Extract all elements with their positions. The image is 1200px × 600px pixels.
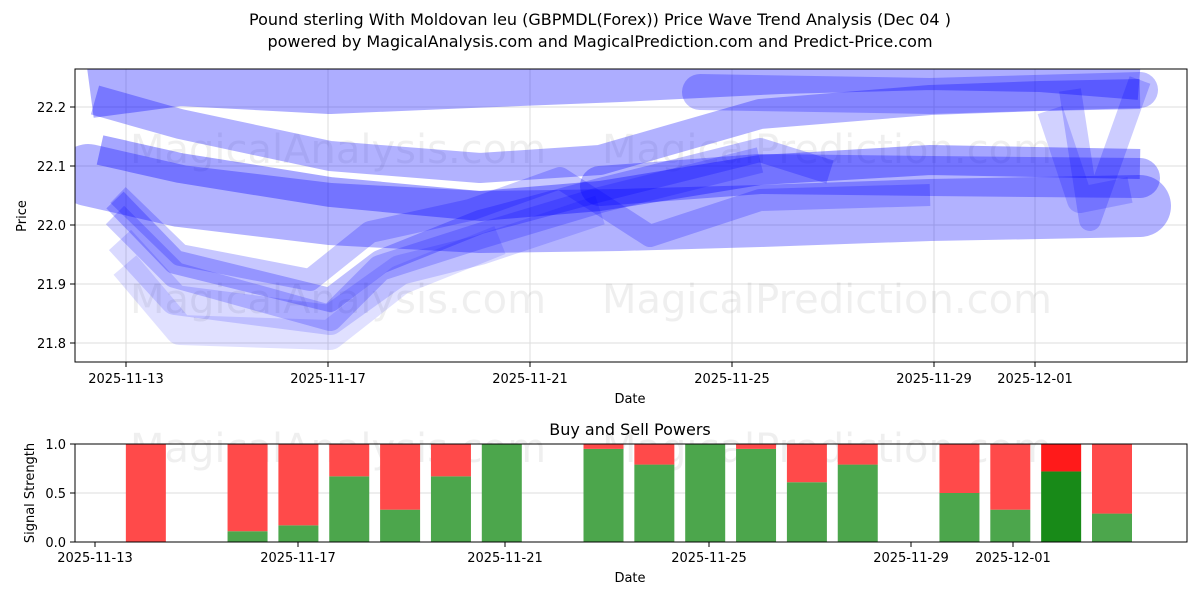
signal-x-axis: 2025-11-13 2025-11-17 2025-11-21 2025-11… <box>57 542 1051 586</box>
y-tick-label: 21.8 <box>37 337 66 352</box>
sell-bar <box>736 444 777 449</box>
buy-bar <box>786 482 827 542</box>
buy-bar <box>685 444 726 542</box>
sell-bar <box>227 444 268 532</box>
sell-bar <box>634 444 675 465</box>
buy-bar <box>227 531 268 542</box>
price-y-axis: 22.2 22.1 22.0 21.9 21.8 Price <box>15 101 75 352</box>
watermark: MagicalAnalysis.com <box>130 127 546 173</box>
x-tick-label: 2025-11-25 <box>694 372 770 387</box>
chart-title: Pound sterling With Moldovan leu (GBPMDL… <box>249 10 951 29</box>
wave-bands <box>75 69 1171 350</box>
y-axis-label: Price <box>15 200 30 232</box>
price-axes-frame <box>74 68 1188 363</box>
sell-bar <box>786 444 827 483</box>
x-tick-label: 2025-11-13 <box>57 551 133 566</box>
buy-bar <box>583 448 624 542</box>
sell-bar <box>1092 444 1132 514</box>
x-tick-label: 2025-11-21 <box>492 372 568 387</box>
sell-bar <box>125 444 166 542</box>
x-tick-label: 2025-11-17 <box>290 372 366 387</box>
x-tick-label: 2025-11-21 <box>467 551 543 566</box>
sell-bar <box>380 444 421 510</box>
watermark: MagicalPrediction.com <box>602 277 1052 323</box>
x-tick-label: 2025-11-29 <box>896 372 972 387</box>
buy-bar <box>939 493 980 542</box>
buy-sell-bars <box>125 444 1132 542</box>
watermark: MagicalAnalysis.com <box>130 277 546 323</box>
x-tick-label: 2025-12-01 <box>997 372 1073 387</box>
buy-bar <box>990 509 1031 542</box>
x-tick-label: 2025-11-29 <box>873 551 949 566</box>
buy-sell-chart: Buy and Sell Powers MagicalAnalysis.com … <box>23 420 1188 586</box>
buy-bar <box>1041 471 1082 542</box>
watermark: MagicalPrediction.com <box>602 127 1052 173</box>
price-grid <box>75 69 1187 362</box>
y-tick-label: 21.9 <box>37 278 66 293</box>
x-tick-label: 2025-11-25 <box>671 551 747 566</box>
buy-bar <box>1092 513 1132 542</box>
sell-bar <box>329 444 370 477</box>
sell-bar <box>837 444 878 465</box>
y-tick-label: 22.2 <box>37 101 66 116</box>
y-tick-label: 0.0 <box>45 536 66 551</box>
price-chart: MagicalAnalysis.com MagicalPrediction.co… <box>15 68 1188 407</box>
buy-bar <box>837 464 878 542</box>
y-tick-label: 22.1 <box>37 160 66 175</box>
buy-bar <box>481 444 522 542</box>
price-x-axis: 2025-11-13 2025-11-17 2025-11-21 2025-11… <box>88 362 1073 407</box>
x-tick-label: 2025-11-13 <box>88 372 164 387</box>
buy-bar <box>278 525 319 542</box>
buy-bar <box>736 448 777 542</box>
buy-bar <box>329 476 370 542</box>
y-tick-label: 22.0 <box>37 219 66 234</box>
y-tick-label: 0.5 <box>45 487 66 502</box>
sell-bar <box>278 444 319 526</box>
buy-sell-title: Buy and Sell Powers <box>549 420 711 439</box>
buy-bar <box>380 509 421 542</box>
buy-bar <box>430 476 471 542</box>
y-tick-label: 1.0 <box>45 438 66 453</box>
buy-bar <box>634 464 675 542</box>
sell-bar <box>939 444 980 493</box>
sell-bar <box>1041 444 1082 472</box>
x-axis-label: Date <box>614 392 645 407</box>
x-axis-label: Date <box>614 571 645 586</box>
sell-bar <box>430 444 471 477</box>
y-axis-label: Signal Strength <box>23 443 38 543</box>
x-tick-label: 2025-12-01 <box>975 551 1051 566</box>
sell-bar <box>990 444 1031 510</box>
x-tick-label: 2025-11-17 <box>260 551 336 566</box>
signal-y-axis: 1.0 0.5 0.0 Signal Strength <box>23 438 75 551</box>
sell-bar <box>583 444 624 449</box>
chart-subtitle: powered by MagicalAnalysis.com and Magic… <box>267 32 933 51</box>
